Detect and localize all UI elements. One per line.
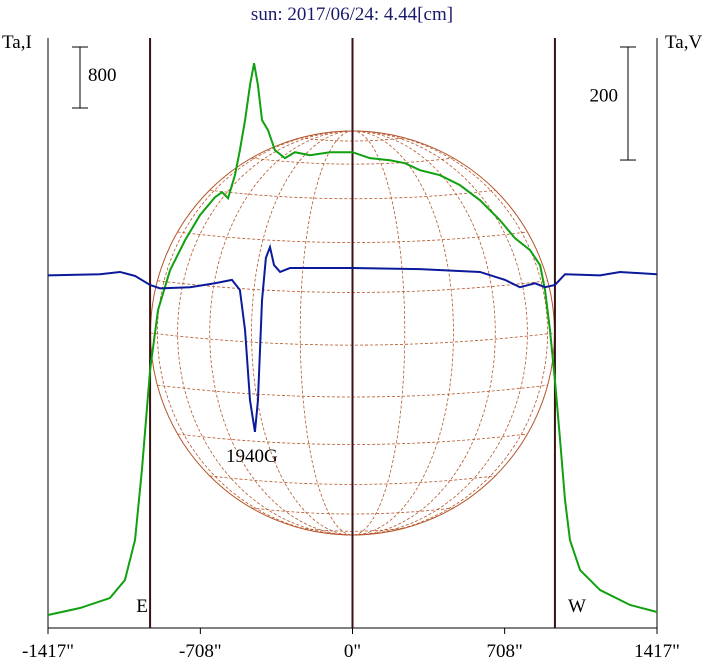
chart-title: sun: 2017/06/24: 4.44[cm]	[251, 4, 453, 25]
meridian	[352, 130, 549, 536]
parallel	[209, 475, 496, 485]
marker-label: W	[568, 596, 586, 617]
series-line	[47, 63, 658, 617]
parallel	[209, 189, 496, 200]
meridian	[177, 130, 353, 536]
meridian	[352, 130, 454, 536]
scale-label: 800	[88, 65, 117, 86]
y-axis-label: Ta,I	[2, 32, 32, 53]
x-tick-label: -1417"	[22, 641, 74, 662]
scale-label: 200	[590, 86, 619, 107]
y2-axis-label: Ta,V	[665, 32, 702, 53]
meridian	[352, 130, 406, 536]
meridian	[299, 130, 353, 536]
meridian	[352, 130, 496, 536]
x-tick-label: 1417"	[634, 641, 680, 662]
meridian	[156, 130, 353, 536]
meridian	[352, 130, 528, 536]
marker-label: E	[136, 596, 148, 617]
x-tick-label: 0"	[344, 641, 361, 662]
x-tick-label: -708"	[179, 641, 222, 662]
series-line	[47, 243, 658, 433]
x-tick-label: 708"	[487, 641, 523, 662]
meridian	[209, 130, 353, 536]
meridian	[251, 130, 353, 536]
annotation: 1940G	[226, 446, 278, 467]
